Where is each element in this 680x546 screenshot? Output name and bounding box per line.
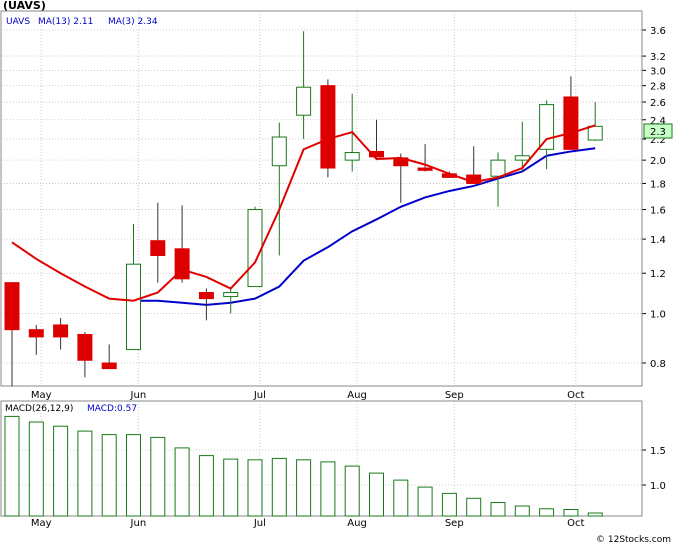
month-label: Jun bbox=[130, 518, 147, 529]
price-tick-label: 2.4 bbox=[650, 116, 666, 127]
macd-bar bbox=[393, 479, 409, 517]
candle-body bbox=[223, 291, 239, 298]
month-label: Sep bbox=[445, 518, 464, 529]
price-tick-label: 1.4 bbox=[650, 235, 666, 246]
month-label: Oct bbox=[567, 390, 584, 401]
candle-body bbox=[320, 85, 336, 169]
macd-bar bbox=[150, 436, 166, 517]
candle-body bbox=[563, 96, 579, 150]
price-tick-label: 1.8 bbox=[650, 179, 666, 190]
candle-body bbox=[126, 263, 141, 351]
last-price-box bbox=[643, 123, 673, 139]
price-tick-label: 1.2 bbox=[650, 269, 666, 280]
price-tick-label: 2.0 bbox=[650, 156, 666, 167]
macd-legend-name: MACD(26,12,9) bbox=[5, 404, 73, 414]
credit-text: © 12Stocks.com bbox=[596, 535, 671, 545]
price-tick-label: 2.6 bbox=[650, 98, 666, 109]
candle-body bbox=[490, 159, 506, 177]
macd-tick-label: 1.0 bbox=[650, 481, 666, 492]
candle-body bbox=[150, 240, 166, 257]
price-panel-border bbox=[0, 10, 643, 387]
candle-body bbox=[296, 86, 312, 116]
macd-bar bbox=[223, 458, 239, 517]
last-price-label: 2.3 bbox=[650, 127, 666, 138]
month-label: Jun bbox=[130, 390, 147, 401]
macd-bar bbox=[53, 425, 69, 517]
macd-bar bbox=[28, 421, 44, 517]
price-tick-label: 1.6 bbox=[650, 206, 666, 217]
macd-bar bbox=[417, 486, 433, 517]
price-grid bbox=[1, 11, 646, 386]
month-label: Oct bbox=[567, 518, 584, 529]
candle-body bbox=[271, 136, 287, 167]
macd-bar bbox=[271, 457, 287, 517]
month-label: Aug bbox=[347, 390, 367, 401]
macd-bar bbox=[514, 505, 530, 517]
month-label: May bbox=[31, 518, 52, 529]
macd-legend-value: MACD:0.57 bbox=[87, 404, 137, 414]
ma3-line bbox=[11, 124, 596, 302]
candle-body bbox=[53, 324, 69, 338]
macd-bar bbox=[441, 492, 457, 517]
ma3-layer bbox=[11, 124, 596, 302]
candle-body bbox=[198, 291, 214, 300]
price-tick-label: 2.2 bbox=[650, 135, 666, 146]
macd-bar bbox=[4, 415, 20, 517]
legend-ma3: MA(3) 2.34 bbox=[108, 17, 158, 27]
macd-bar bbox=[126, 434, 141, 517]
month-label: Sep bbox=[445, 390, 464, 401]
candle-body bbox=[247, 209, 263, 288]
candles bbox=[4, 31, 603, 387]
candle-body bbox=[4, 282, 20, 331]
macd-bar bbox=[490, 502, 506, 517]
candle-body bbox=[28, 329, 44, 338]
month-label: May bbox=[31, 390, 52, 401]
candle-body bbox=[77, 333, 93, 361]
legend-symbol: UAVS bbox=[6, 17, 30, 27]
macd-bar bbox=[77, 430, 93, 517]
candle-body bbox=[417, 167, 433, 171]
candle-body bbox=[587, 125, 603, 141]
macd-bar bbox=[563, 509, 579, 517]
month-label: Jul bbox=[253, 390, 266, 401]
month-label: Aug bbox=[347, 518, 367, 529]
macd-bar bbox=[296, 459, 312, 517]
macd-bars bbox=[4, 415, 603, 517]
macd-bar bbox=[174, 447, 190, 517]
macd-bar bbox=[466, 497, 482, 517]
price-tick-label: 1.0 bbox=[650, 310, 666, 321]
price-tick-label: 3.6 bbox=[650, 26, 666, 37]
macd-bar bbox=[247, 459, 263, 517]
ma13-line bbox=[133, 147, 596, 306]
candle-body bbox=[514, 155, 530, 161]
ma13-layer bbox=[133, 147, 596, 306]
candle-body bbox=[344, 152, 360, 161]
price-tick-label: 0.8 bbox=[650, 359, 666, 370]
month-label: Jul bbox=[253, 518, 266, 529]
candle-body bbox=[539, 104, 555, 150]
candle-body bbox=[369, 150, 384, 158]
price-tick-label: 3.2 bbox=[650, 52, 666, 63]
legend-ma13: MA(13) 2.11 bbox=[38, 17, 93, 27]
chart-title: (UAVS) bbox=[3, 0, 46, 12]
macd-bar bbox=[198, 455, 214, 517]
macd-bar bbox=[344, 465, 360, 517]
macd-bar bbox=[369, 472, 384, 517]
macd-bar bbox=[101, 434, 117, 517]
macd-bar bbox=[539, 508, 555, 517]
macd-tick-label: 1.5 bbox=[650, 446, 666, 457]
axis-labels: 0.8 1.0 1.2 1.4 1.6 1.8 2.0 2.2 2.4 2.6 2.8 3.0 3.2 3… bbox=[31, 26, 666, 529]
candle-body bbox=[101, 362, 117, 370]
price-tick-label: 3.0 bbox=[650, 66, 666, 77]
price-tick-label: 2.8 bbox=[650, 82, 666, 93]
macd-bar bbox=[587, 512, 603, 517]
macd-bar bbox=[320, 461, 336, 517]
